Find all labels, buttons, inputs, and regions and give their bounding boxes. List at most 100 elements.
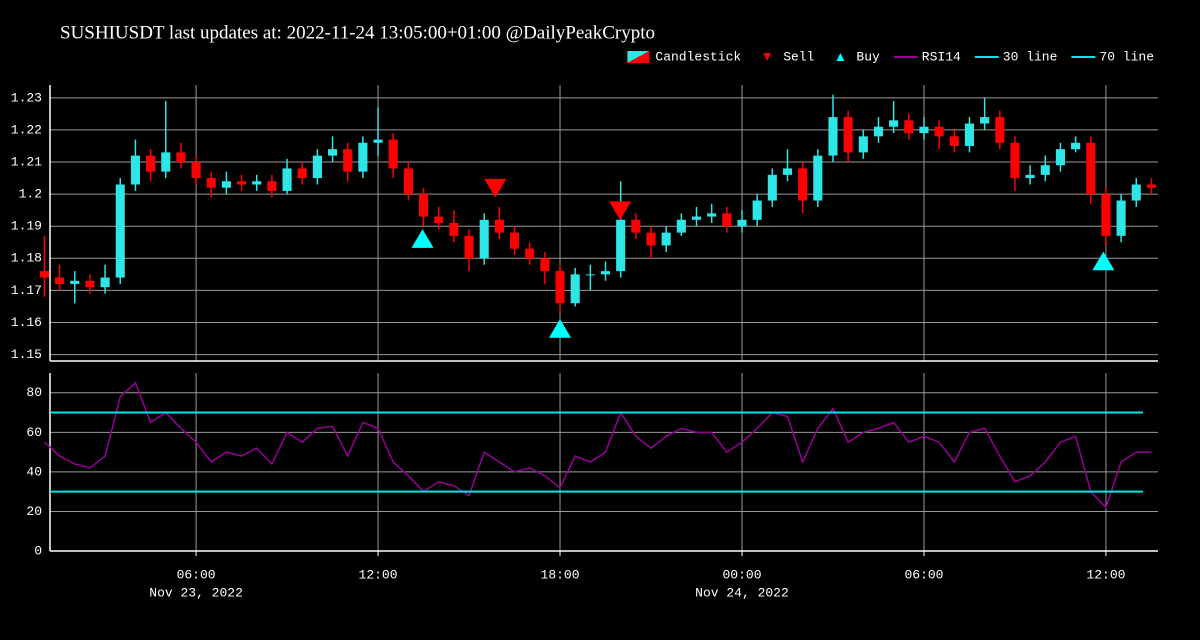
candle-body xyxy=(449,223,459,236)
candle-body xyxy=(691,216,702,220)
candle-body xyxy=(373,139,383,143)
legend-label: 70 line xyxy=(1099,49,1154,64)
candle-body xyxy=(828,117,838,156)
candle-body xyxy=(403,168,413,195)
candle-body xyxy=(949,136,959,146)
candle-body xyxy=(570,274,580,304)
candle-body xyxy=(919,126,929,134)
candle-body xyxy=(813,155,823,201)
candle-body xyxy=(494,219,504,233)
candle-body xyxy=(1071,142,1081,150)
x-tick-label: 06:00 xyxy=(177,567,216,582)
candle-body xyxy=(737,219,747,227)
legend-icon xyxy=(836,53,845,61)
y-tick-label: 60 xyxy=(26,425,42,440)
candle-body xyxy=(843,117,853,153)
candle-body xyxy=(479,219,489,259)
y-tick-label: 1.17 xyxy=(11,283,42,298)
candle-body xyxy=(39,271,49,278)
candle-body xyxy=(237,181,247,185)
legend-label: Buy xyxy=(856,49,880,64)
legend-icon xyxy=(763,53,772,61)
legend-label: Candlestick xyxy=(655,49,741,64)
candle-body xyxy=(798,168,808,201)
candle-body xyxy=(707,213,717,217)
candle-body xyxy=(1086,142,1096,195)
candle-body xyxy=(585,274,595,276)
y-tick-label: 20 xyxy=(26,504,42,519)
x-tick-label: 00:00 xyxy=(722,567,761,582)
candle-body xyxy=(267,181,277,191)
y-tick-label: 1.16 xyxy=(11,315,42,330)
candle-body xyxy=(616,219,626,272)
y-tick-label: 1.15 xyxy=(11,347,42,362)
candle-body xyxy=(161,152,171,172)
candle-body xyxy=(100,277,110,288)
candle-body xyxy=(555,271,565,304)
x-tick-label: 06:00 xyxy=(904,567,943,582)
candle-body xyxy=(252,181,262,185)
candle-body xyxy=(328,149,338,156)
candle-body xyxy=(1146,184,1156,188)
candle-body xyxy=(995,117,1005,143)
candle-body xyxy=(146,155,156,172)
y-tick-label: 1.22 xyxy=(11,122,42,137)
x-date-label: Nov 24, 2022 xyxy=(695,585,789,600)
candle-body xyxy=(70,280,80,284)
candle-body xyxy=(221,181,231,188)
signal-marker xyxy=(609,201,632,221)
candle-body xyxy=(115,184,125,278)
candle-body xyxy=(980,117,990,124)
candle-body xyxy=(889,120,899,127)
legend-icon xyxy=(627,51,650,63)
candle-body xyxy=(509,232,520,249)
candle-body xyxy=(600,271,611,275)
x-tick-label: 18:00 xyxy=(541,567,580,582)
x-tick-label: 12:00 xyxy=(1086,567,1125,582)
candle-body xyxy=(343,149,353,172)
candle-body xyxy=(130,155,140,185)
chart-title: SUSHIUSDT last updates at: 2022-11-24 13… xyxy=(60,22,655,43)
candle-body xyxy=(540,258,550,272)
legend-item: 70 line xyxy=(1071,49,1154,64)
candle-body xyxy=(722,213,732,227)
candle-body xyxy=(388,139,398,169)
signal-marker xyxy=(1092,251,1115,271)
y-tick-label: 1.23 xyxy=(11,90,42,105)
candle-body xyxy=(934,126,944,137)
candle-body xyxy=(767,174,777,201)
candle-body xyxy=(1101,194,1111,236)
x-date-label: Nov 23, 2022 xyxy=(149,585,243,600)
candle-body xyxy=(904,120,914,134)
candle-body xyxy=(1010,142,1020,179)
signal-marker xyxy=(484,178,507,198)
candle-body xyxy=(358,142,368,172)
legend-label: Sell xyxy=(783,49,814,64)
legend-item: Candlestick xyxy=(627,49,741,64)
candle-body xyxy=(191,162,201,179)
candle-body xyxy=(1025,174,1035,179)
y-tick-label: 0 xyxy=(34,543,42,558)
legend-item: Sell xyxy=(763,49,815,64)
y-tick-label: 80 xyxy=(26,385,42,400)
y-tick-label: 40 xyxy=(26,464,42,479)
candle-body xyxy=(676,219,686,233)
candle-body xyxy=(1040,165,1050,175)
legend-label: RSI14 xyxy=(922,49,961,64)
candle-body xyxy=(1131,184,1141,201)
x-tick-label: 12:00 xyxy=(359,567,398,582)
legend-label: 30 line xyxy=(1003,49,1058,64)
candle-body xyxy=(85,280,95,288)
candle-body xyxy=(282,168,292,191)
candle-body xyxy=(434,216,444,223)
candle-body xyxy=(646,232,656,246)
candle-body xyxy=(661,232,671,246)
candle-body xyxy=(418,194,429,217)
y-tick-label: 1.18 xyxy=(11,251,42,266)
legend-item: 30 line xyxy=(974,49,1058,64)
candle-body xyxy=(312,155,322,179)
line xyxy=(43,381,1152,509)
candle-body xyxy=(297,168,307,179)
